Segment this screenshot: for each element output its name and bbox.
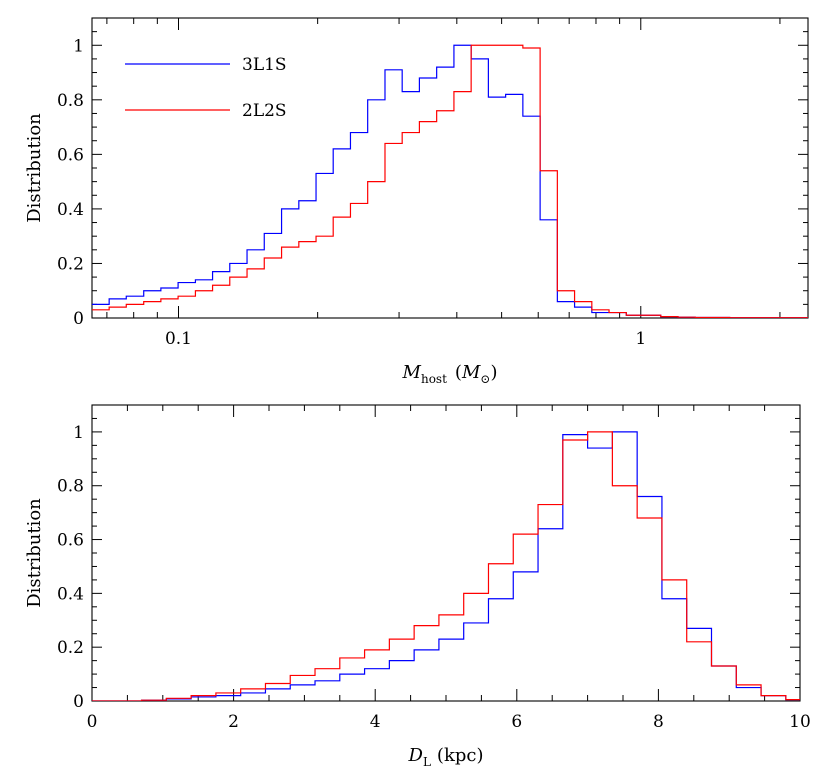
legend-label-2l2s: 2L2S bbox=[242, 101, 287, 121]
x-tick-label: 8 bbox=[653, 712, 664, 732]
y-tick-label: 0.4 bbox=[57, 584, 84, 604]
plot-frame bbox=[91, 17, 809, 319]
x-tick-label: 4 bbox=[370, 712, 381, 732]
y-tick-label: 0 bbox=[73, 692, 84, 712]
y-tick-label: 0 bbox=[73, 309, 84, 329]
histogram-series-3l1s bbox=[92, 431, 800, 701]
x-tick-label: 2 bbox=[228, 712, 239, 732]
x-axis-label: Mhost (M⊙) bbox=[402, 362, 498, 386]
x-tick-label: 10 bbox=[789, 712, 811, 732]
y-tick-label: 0.8 bbox=[57, 91, 84, 111]
y-tick-label: 0.2 bbox=[57, 638, 84, 658]
x-tick-label: 0.1 bbox=[165, 329, 192, 349]
y-tick-label: 0.2 bbox=[57, 254, 84, 274]
x-tick-label: 6 bbox=[511, 712, 522, 732]
y-tick-label: 0.6 bbox=[57, 531, 84, 551]
plot-frame bbox=[91, 404, 801, 702]
y-tick-label: 1 bbox=[73, 423, 84, 443]
y-tick-label: 1 bbox=[73, 36, 84, 56]
top-histogram-panel: 0 0.2 0.4 0.6 0.8 1 0.1 1 Distribution Mhost (M⊙) 3… bbox=[24, 17, 809, 386]
histogram-series-3l1s bbox=[92, 44, 808, 318]
x-tick-label: 0 bbox=[87, 712, 98, 732]
legend-label-3l1s: 3L1S bbox=[242, 55, 287, 75]
y-axis-label: Distribution bbox=[24, 498, 45, 608]
y-tick-label: 0.8 bbox=[57, 477, 84, 497]
y-tick-label: 0.6 bbox=[57, 145, 84, 165]
x-axis-label: DL (kpc) bbox=[408, 745, 484, 769]
histogram-series-2l2s bbox=[92, 44, 808, 318]
x-tick-label: 1 bbox=[635, 329, 646, 349]
y-axis-label: Distribution bbox=[24, 113, 45, 223]
histogram-series-2l2s bbox=[92, 431, 800, 701]
y-tick-label: 0.4 bbox=[57, 200, 84, 220]
